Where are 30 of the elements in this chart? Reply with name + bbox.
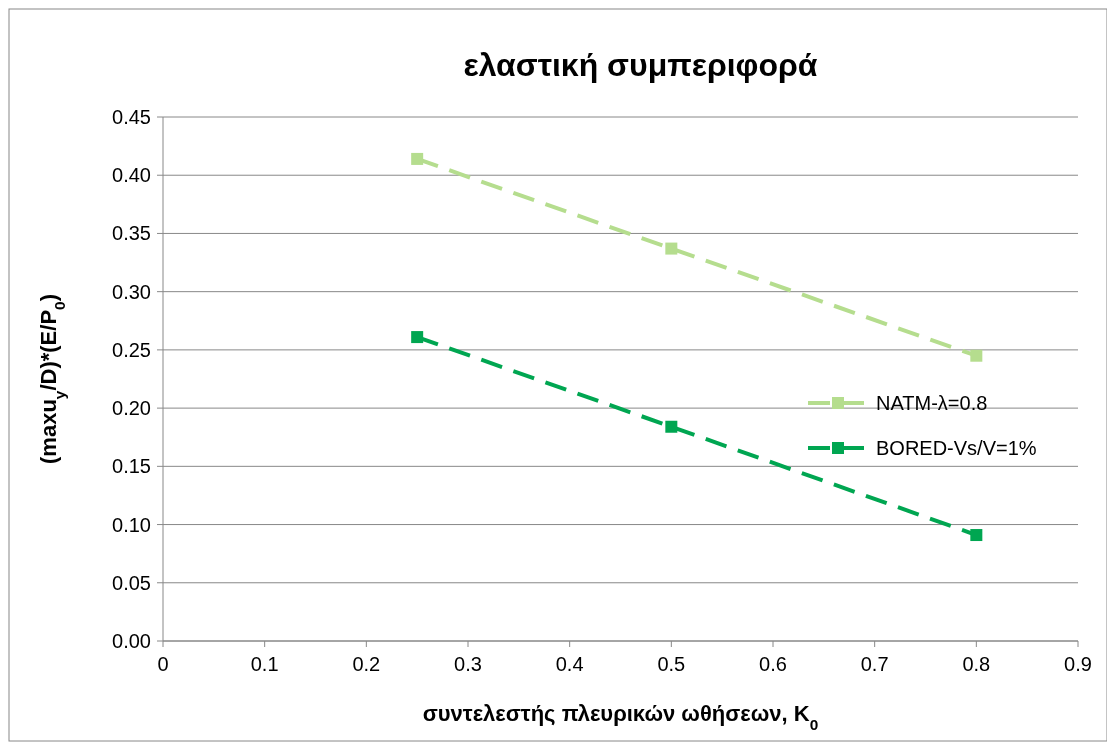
y-tick-label: 0.10 — [112, 513, 151, 536]
y-tick-label: 0.15 — [112, 455, 151, 478]
y-tick-label: 0.25 — [112, 338, 151, 361]
x-axis-title: συντελεστής πλευρικών ωθήσεων, K$_{0}$ — [422, 701, 819, 733]
legend-label: BORED-Vs/V=1% — [876, 437, 1037, 459]
x-tick-label: 0.7 — [860, 653, 889, 675]
legend-label: NATM-λ=0.8 — [876, 392, 988, 414]
x-tick-label: 0.5 — [657, 653, 686, 675]
point — [411, 331, 424, 344]
x-tick-label: 0.3 — [454, 653, 482, 675]
point — [665, 420, 678, 433]
y-tick-label: 0.00 — [112, 630, 151, 652]
x-tick-label: 0.2 — [352, 653, 381, 675]
y-tick-label: 0.05 — [112, 571, 151, 594]
x-tick-label: 0.4 — [555, 653, 584, 675]
point — [970, 529, 983, 542]
x-tick-label: 0 — [157, 653, 169, 675]
y-tick-label: 0.35 — [112, 222, 151, 245]
y-tick-label: 0.40 — [112, 164, 151, 187]
chart-title: ελαστική συμπεριφορά — [463, 47, 818, 83]
y-tick-label: 0.30 — [112, 280, 151, 303]
point — [970, 349, 983, 362]
x-tick-label: 0.8 — [962, 653, 991, 675]
y-tick-label: 0.20 — [112, 397, 151, 420]
point — [411, 152, 424, 165]
x-tick-label: 0.6 — [759, 653, 787, 675]
x-tick-label: 0.1 — [250, 653, 279, 675]
x-tick-label: 0.9 — [1064, 653, 1092, 675]
y-tick-label: 0.45 — [112, 106, 151, 128]
point — [665, 242, 678, 255]
